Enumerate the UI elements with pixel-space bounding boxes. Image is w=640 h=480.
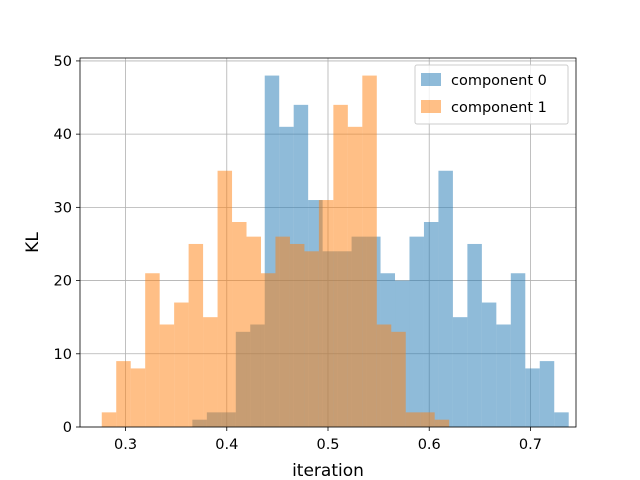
bar-component-1-bin-7 — [203, 317, 218, 427]
legend: component 0 component 1 — [414, 64, 569, 125]
y-tick-label-0: 0 — [63, 420, 72, 436]
bar-component-1-bin-17 — [347, 126, 363, 428]
bar-component-0-bin-24 — [539, 361, 555, 427]
bar-component-0-bin-22 — [510, 273, 526, 427]
bar-component-1-bin-3 — [145, 273, 160, 427]
bar-component-1-bin-22 — [420, 412, 435, 427]
bar-component-1-bin-9 — [232, 222, 247, 427]
bar-component-1-bin-4 — [159, 324, 175, 427]
bar-component-1-bin-12 — [275, 236, 290, 427]
bar-component-0-bin-15 — [409, 236, 424, 427]
y-tick-label-2: 20 — [54, 274, 72, 290]
y-tick-label-1: 10 — [54, 347, 72, 363]
x-tick-label-2: 0.5 — [316, 437, 339, 453]
y-tick-label-5: 50 — [54, 54, 72, 70]
series-component-1-bars — [101, 75, 450, 428]
legend-swatch-component-1 — [421, 100, 441, 113]
y-axis-label: KL — [23, 232, 43, 253]
x-tick-label-4: 0.7 — [519, 437, 542, 453]
bar-component-1-bin-23 — [434, 419, 450, 427]
legend-label-component-1: component 1 — [451, 100, 547, 116]
bar-component-0-bin-21 — [496, 324, 511, 427]
bar-component-1-bin-19 — [376, 324, 392, 427]
bar-component-0-bin-23 — [525, 368, 540, 427]
legend-swatch-component-0 — [421, 73, 441, 86]
y-tick-label-3: 30 — [54, 200, 72, 216]
y-axis-ticks: 0 10 20 30 40 50 — [54, 54, 80, 436]
bar-component-1-bin-10 — [246, 236, 261, 427]
bar-component-1-bin-15 — [318, 200, 334, 427]
x-axis-ticks: 0.3 0.4 0.5 0.6 0.7 — [114, 427, 542, 453]
bar-component-1-bin-6 — [188, 243, 204, 427]
x-axis-label: iteration — [292, 461, 364, 480]
bar-component-0-bin-18 — [452, 317, 468, 427]
bar-component-1-bin-1 — [116, 361, 131, 427]
bar-component-1-bin-2 — [130, 368, 146, 427]
bar-component-1-bin-21 — [405, 412, 421, 427]
bar-component-1-bin-20 — [391, 331, 406, 427]
bar-component-1-bin-14 — [304, 251, 319, 427]
x-tick-label-3: 0.6 — [418, 437, 441, 453]
bar-component-0-bin-19 — [467, 243, 482, 427]
bar-component-1-bin-16 — [333, 104, 348, 427]
bar-component-0-bin-16 — [423, 222, 439, 427]
bar-component-0-bin-20 — [481, 302, 497, 427]
x-tick-label-0: 0.3 — [114, 437, 137, 453]
bar-component-0-bin-17 — [438, 170, 453, 427]
bar-component-1-bin-18 — [362, 75, 377, 428]
bar-component-1-bin-13 — [289, 243, 305, 427]
y-tick-label-4: 40 — [54, 127, 72, 143]
x-tick-label-1: 0.4 — [215, 437, 238, 453]
legend-box — [414, 64, 569, 125]
bar-component-1-bin-11 — [260, 273, 276, 427]
bar-component-1-bin-8 — [217, 170, 233, 427]
legend-label-component-0: component 0 — [451, 73, 547, 89]
bar-component-0-bin-25 — [554, 412, 569, 427]
bar-component-1-bin-5 — [174, 302, 189, 427]
bar-component-1-bin-0 — [101, 412, 117, 427]
